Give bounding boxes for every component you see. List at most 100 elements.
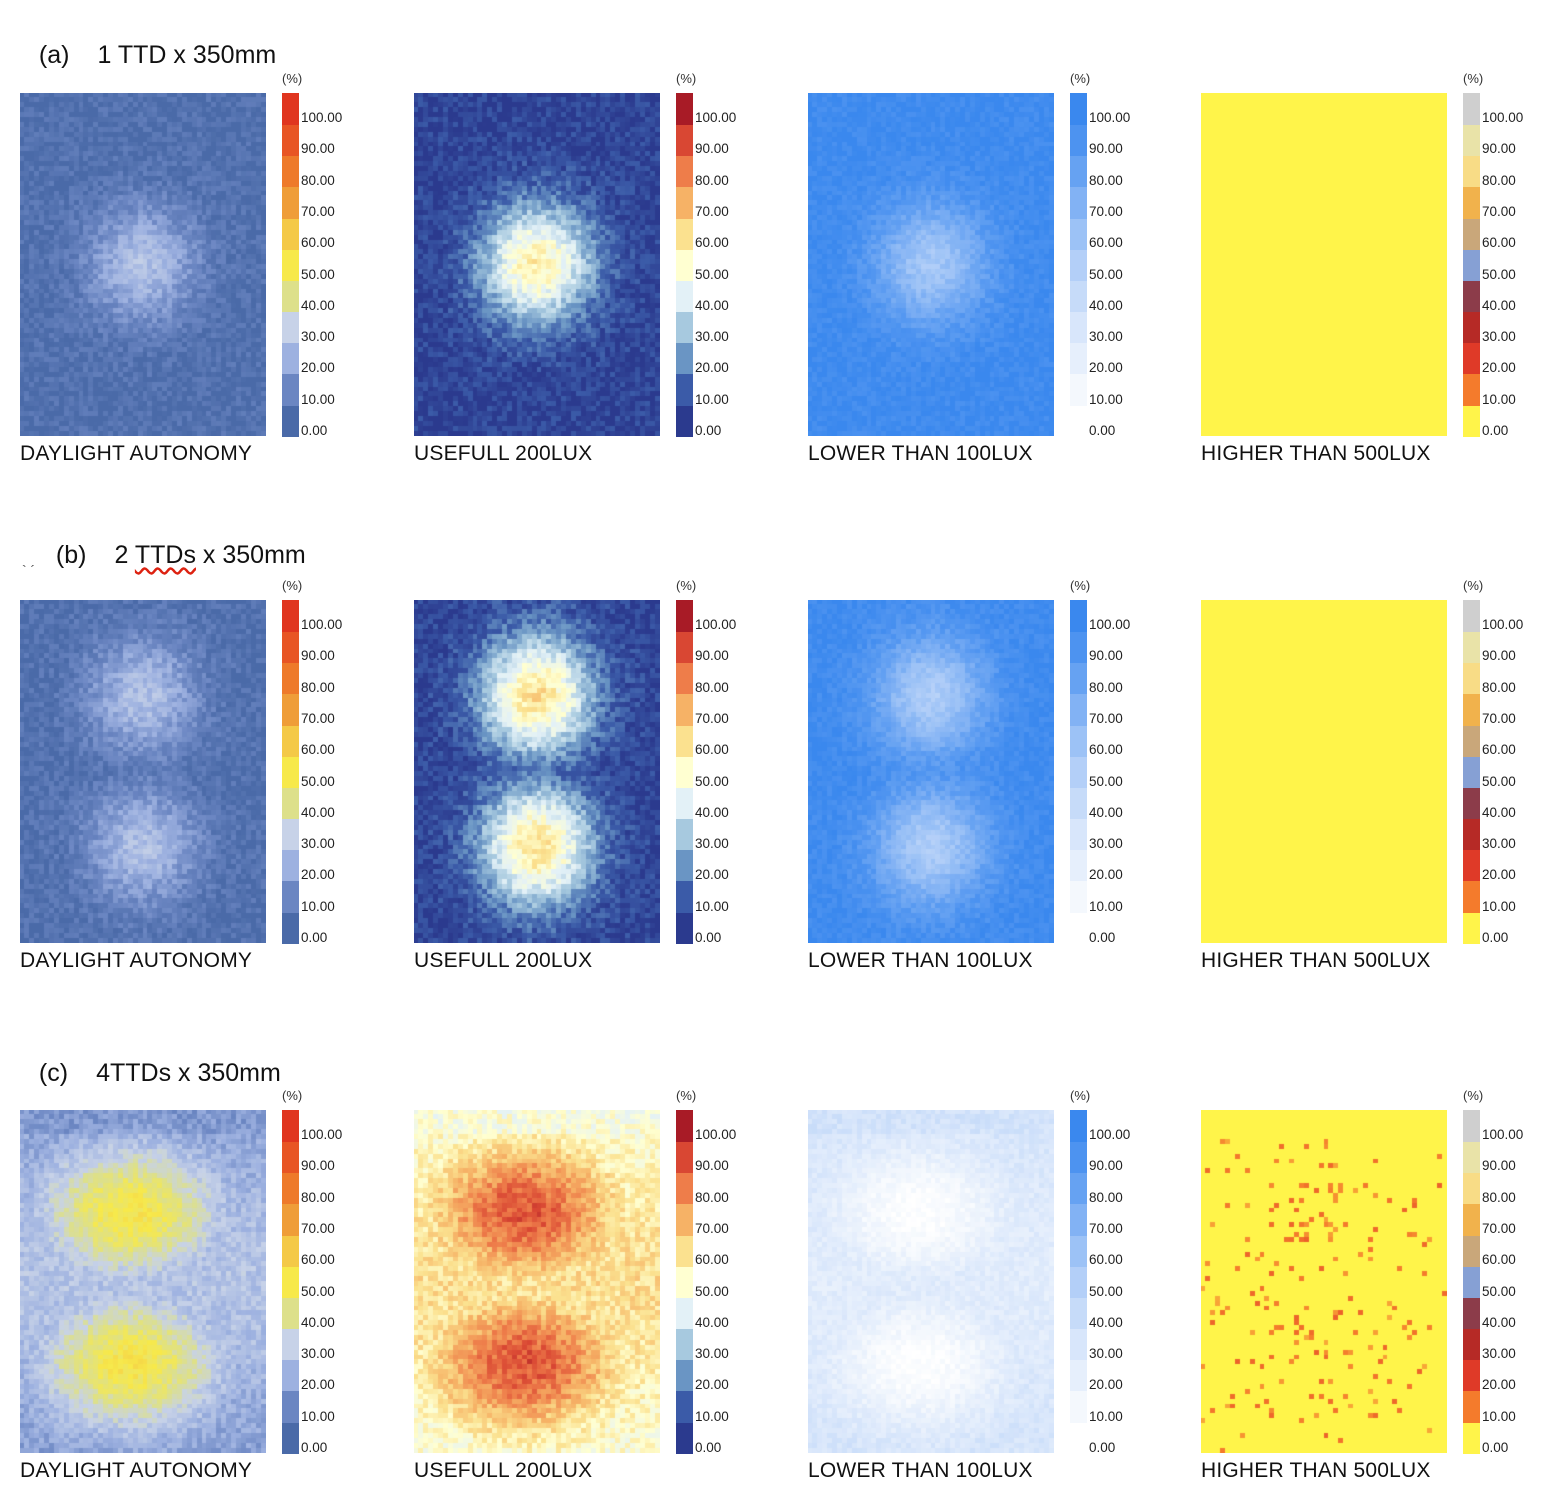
row-c-title: (c) 4TTDs x 350mm	[25, 1030, 281, 1088]
colorbar-tick-a-1-9: 10.00	[301, 391, 335, 407]
colorbar-tick-c-2-0: 100.00	[695, 1127, 737, 1142]
colorbar-tick-c-2-5: 50.00	[695, 1283, 729, 1299]
colorbar-swatch-c-3-10	[1070, 1110, 1087, 1142]
colorbar-tick-a-3-10: 0.00	[1089, 423, 1116, 438]
colorbar-tick-a-2-7: 30.00	[695, 329, 729, 345]
colorbar-swatch-a-3-4	[1070, 280, 1087, 313]
row-a-heading: 1 TTD x 350mm	[97, 41, 277, 69]
colorbar-tick-b-1-10: 0.00	[301, 930, 328, 945]
colorbar-tick-a-2-8: 20.00	[695, 360, 729, 376]
colorbar-swatch-c-2-1	[676, 1390, 693, 1423]
colorbar-tick-a-1-5: 50.00	[301, 266, 335, 282]
colorbar-tick-c-4-0: 100.00	[1482, 1127, 1524, 1142]
colorbar-swatch-b-2-6	[676, 724, 693, 757]
colorbar-swatch-c-3-2	[1070, 1359, 1087, 1392]
colorbar-tick-a-1-4: 60.00	[301, 235, 335, 251]
colorbar-swatch-a-4-7	[1463, 186, 1480, 219]
colorbar-swatch-a-3-5	[1070, 248, 1087, 281]
colorbar-tick-a-2-10: 0.00	[695, 423, 722, 438]
colorbar-tick-c-1-7: 30.00	[301, 1346, 335, 1362]
colorbar-swatch-c-3-0	[1070, 1421, 1087, 1454]
colorbar-swatch-a-1-10	[282, 93, 299, 125]
colorbar-swatch-c-2-2	[676, 1359, 693, 1392]
colorbar-tick-a-4-6: 40.00	[1482, 297, 1516, 313]
colorbar-tick-c-2-3: 70.00	[695, 1220, 729, 1236]
colorbar-swatch-c-1-3	[282, 1328, 299, 1361]
colorbar-swatch-b-3-8	[1070, 662, 1087, 695]
colorbar-unit-b-1: (%)	[282, 578, 303, 593]
colorbar-unit-c-4: (%)	[1463, 1088, 1484, 1103]
colorbar-tick-c-1-0: 100.00	[301, 1127, 343, 1142]
colorbar-swatch-c-1-10	[282, 1110, 299, 1142]
colorbar-swatch-b-3-3	[1070, 818, 1087, 851]
colorbar-tick-b-3-8: 20.00	[1089, 867, 1123, 883]
colorbar-swatch-c-4-10	[1463, 1110, 1480, 1142]
colorbar-tick-c-3-6: 40.00	[1089, 1314, 1123, 1330]
heatmap-a-1	[20, 93, 266, 436]
colorbar-swatch-b-4-5	[1463, 755, 1480, 788]
colorbar-tick-b-4-0: 100.00	[1482, 617, 1524, 632]
colorbar-tick-b-2-9: 10.00	[695, 898, 729, 914]
colorbar-tick-a-2-2: 80.00	[695, 172, 729, 188]
colorbar-tick-a-4-5: 50.00	[1482, 266, 1516, 282]
panel-label-a-1: DAYLIGHT AUTONOMY	[20, 442, 253, 465]
colorbar-swatch-c-3-5	[1070, 1265, 1087, 1298]
panel-label-b-3: LOWER THAN 100LUX	[808, 949, 1033, 972]
colorbar-tick-a-2-0: 100.00	[695, 110, 737, 125]
colorbar-swatch-b-1-6	[282, 724, 299, 757]
colorbar-tick-b-4-2: 80.00	[1482, 679, 1516, 695]
colorbar-swatch-b-2-2	[676, 849, 693, 882]
colorbar-tick-b-4-1: 90.00	[1482, 648, 1516, 664]
colorbar-swatch-c-1-4	[282, 1297, 299, 1330]
colorbar-tick-b-1-6: 40.00	[301, 804, 335, 820]
colorbar-tick-c-2-7: 30.00	[695, 1346, 729, 1362]
colorbar-swatch-c-1-2	[282, 1359, 299, 1392]
panel-label-a-2: USEFULL 200LUX	[414, 442, 593, 465]
colorbar-swatch-a-1-5	[282, 248, 299, 281]
colorbar-swatch-a-2-2	[676, 342, 693, 375]
row-a-label: (a)	[38, 41, 70, 69]
colorbar-tick-c-2-8: 20.00	[695, 1377, 729, 1393]
colorbar-tick-c-1-2: 80.00	[301, 1189, 335, 1205]
colorbar-tick-b-4-8: 20.00	[1482, 867, 1516, 883]
colorbar-tick-b-3-1: 90.00	[1089, 648, 1123, 664]
row-b-heading-wavy-word: TTDs	[134, 541, 196, 569]
colorbar-tick-b-1-3: 70.00	[301, 710, 335, 726]
colorbar-tick-b-2-1: 90.00	[695, 648, 729, 664]
colorbar-tick-a-3-3: 70.00	[1089, 203, 1123, 219]
panel-label-b-1: DAYLIGHT AUTONOMY	[20, 949, 253, 972]
colorbar-swatch-a-3-8	[1070, 155, 1087, 188]
colorbar-swatch-b-1-9	[282, 631, 299, 664]
colorbar-swatch-a-4-4	[1463, 280, 1480, 313]
colorbar-tick-c-3-8: 20.00	[1089, 1377, 1123, 1393]
colorbar-swatch-b-1-2	[282, 849, 299, 882]
colorbar-tick-c-4-2: 80.00	[1482, 1189, 1516, 1205]
colorbar-tick-c-3-10: 0.00	[1089, 1440, 1116, 1455]
colorbar-tick-a-1-8: 20.00	[301, 360, 335, 376]
colorbar-tick-b-1-4: 60.00	[301, 742, 335, 758]
colorbar-tick-b-1-7: 30.00	[301, 836, 335, 852]
colorbar-tick-a-1-6: 40.00	[301, 297, 335, 313]
colorbar-swatch-b-2-0	[676, 911, 693, 944]
colorbar-swatch-a-3-3	[1070, 311, 1087, 344]
colorbar-unit-a-2: (%)	[676, 71, 697, 86]
colorbar-swatch-b-2-4	[676, 787, 693, 820]
colorbar-swatch-a-3-1	[1070, 373, 1087, 406]
colorbar-tick-a-4-3: 70.00	[1482, 203, 1516, 219]
colorbar-swatch-c-3-1	[1070, 1390, 1087, 1423]
stray-mark: ` ´	[22, 562, 36, 578]
colorbar-tick-c-3-4: 60.00	[1089, 1252, 1123, 1268]
colorbar-tick-b-3-9: 10.00	[1089, 898, 1123, 914]
colorbar-swatch-a-3-7	[1070, 186, 1087, 219]
colorbar-tick-c-4-9: 10.00	[1482, 1408, 1516, 1424]
colorbar-tick-a-1-3: 70.00	[301, 203, 335, 219]
colorbar-tick-c-3-7: 30.00	[1089, 1346, 1123, 1362]
colorbar-swatch-b-3-7	[1070, 693, 1087, 726]
heatmap-c-1	[20, 1110, 266, 1453]
colorbar-swatch-b-3-2	[1070, 849, 1087, 882]
colorbar-swatch-c-4-4	[1463, 1297, 1480, 1330]
colorbar-tick-c-4-3: 70.00	[1482, 1220, 1516, 1236]
colorbar-tick-c-2-10: 0.00	[695, 1440, 722, 1455]
heatmap-b-3	[808, 600, 1054, 943]
colorbar-tick-b-2-3: 70.00	[695, 710, 729, 726]
